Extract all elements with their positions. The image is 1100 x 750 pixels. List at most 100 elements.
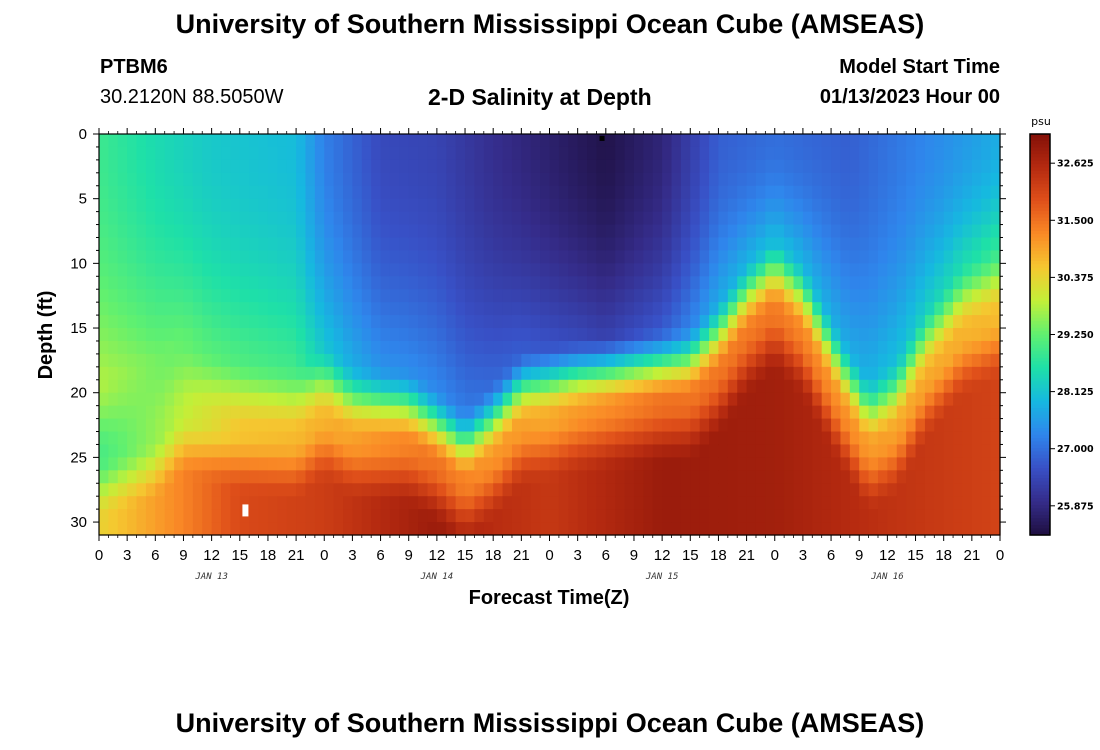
heatmap-cell xyxy=(399,159,410,174)
heatmap-cell xyxy=(709,211,720,226)
heatmap-cell xyxy=(737,431,748,446)
heatmap-cell xyxy=(202,302,213,316)
heatmap-cell xyxy=(577,185,588,200)
heatmap-cell xyxy=(840,276,851,290)
heatmap-cell xyxy=(793,470,804,484)
heatmap-cell xyxy=(493,276,504,290)
heatmap-cell xyxy=(971,146,982,161)
heatmap-cell xyxy=(746,263,757,277)
heatmap-cell xyxy=(915,250,926,264)
heatmap-cell xyxy=(239,276,250,290)
heatmap-cell xyxy=(155,250,166,264)
heatmap-cell xyxy=(643,392,654,407)
heatmap-cell xyxy=(136,302,147,316)
heatmap-cell xyxy=(540,328,551,342)
heatmap-cell xyxy=(211,185,222,200)
heatmap-cell xyxy=(859,250,870,264)
heatmap-cell xyxy=(296,366,307,381)
heatmap-cell xyxy=(755,483,766,497)
heatmap-cell xyxy=(267,172,278,187)
heatmap-cell xyxy=(680,263,691,277)
heatmap-cell xyxy=(859,418,870,433)
heatmap-cell xyxy=(990,379,1001,394)
heatmap-cell xyxy=(849,457,860,471)
heatmap-cell xyxy=(324,418,335,433)
heatmap-cell xyxy=(136,509,147,523)
heatmap-cell xyxy=(455,522,466,536)
heatmap-cell xyxy=(474,379,485,394)
heatmap-cell xyxy=(436,509,447,523)
heatmap-cell xyxy=(99,289,109,303)
heatmap-cell xyxy=(727,328,738,342)
heatmap-cell xyxy=(774,379,785,394)
heatmap-cell xyxy=(971,353,982,368)
heatmap-cell xyxy=(737,444,748,458)
heatmap-cell xyxy=(587,392,598,407)
heatmap-cell xyxy=(221,496,231,510)
heatmap-cell xyxy=(530,289,541,303)
heatmap-cell xyxy=(680,237,691,252)
heatmap-cell xyxy=(221,276,231,290)
heatmap-cell xyxy=(784,185,795,200)
heatmap-cell xyxy=(680,470,691,484)
heatmap-cell xyxy=(971,172,982,187)
heatmap-cell xyxy=(465,237,476,252)
heatmap-cell xyxy=(202,431,213,446)
heatmap-cell xyxy=(774,198,785,213)
heatmap-cell xyxy=(840,509,851,523)
heatmap-cell xyxy=(690,224,701,239)
heatmap-cell xyxy=(117,522,128,536)
heatmap-cell xyxy=(699,276,710,290)
heatmap-cell xyxy=(465,328,476,342)
heatmap-cell xyxy=(624,392,635,407)
heatmap-cell xyxy=(258,340,269,355)
heatmap-cell xyxy=(596,340,607,355)
heatmap-cell xyxy=(408,134,419,148)
heatmap-cell xyxy=(465,315,476,329)
heatmap-cell xyxy=(887,276,898,290)
heatmap-cell xyxy=(652,328,663,342)
colorbar-segment xyxy=(1030,334,1050,339)
heatmap-cell xyxy=(465,418,476,433)
colorbar-segment xyxy=(1030,381,1050,386)
heatmap-cell xyxy=(924,263,935,277)
heatmap-cell xyxy=(568,237,579,252)
heatmap-cell xyxy=(211,457,222,471)
heatmap-cell xyxy=(802,134,813,148)
heatmap-cell xyxy=(183,159,194,174)
heatmap-cell xyxy=(483,392,494,407)
heatmap-cell xyxy=(399,211,410,226)
heatmap-cell xyxy=(652,211,663,226)
heatmap-cell xyxy=(361,496,372,510)
heatmap-cell xyxy=(662,340,673,355)
heatmap-cell xyxy=(183,315,194,329)
heatmap-cell xyxy=(981,340,992,355)
heatmap-cell xyxy=(474,134,485,148)
heatmap-cell xyxy=(380,340,391,355)
heatmap-cell xyxy=(446,211,457,226)
heatmap-cell xyxy=(408,315,419,329)
heatmap-cell xyxy=(258,172,269,187)
heatmap-cell xyxy=(680,185,691,200)
heatmap-cell xyxy=(286,405,297,420)
heatmap-cell xyxy=(859,302,870,316)
heatmap-cell xyxy=(192,211,203,226)
heatmap-cell xyxy=(343,263,354,277)
heatmap-cell xyxy=(371,172,382,187)
heatmap-cell xyxy=(521,353,532,368)
heatmap-cell xyxy=(633,211,644,226)
heatmap-cell xyxy=(718,405,729,420)
heatmap-cell xyxy=(427,276,438,290)
heatmap-cell xyxy=(446,198,457,213)
heatmap-cell xyxy=(633,224,644,239)
heatmap-cell xyxy=(934,276,945,290)
heatmap-cell xyxy=(305,496,316,510)
heatmap-cell xyxy=(774,392,785,407)
heatmap-cell xyxy=(615,289,626,303)
heatmap-cell xyxy=(662,172,673,187)
heatmap-cell xyxy=(249,263,260,277)
heatmap-cell xyxy=(633,237,644,252)
heatmap-cell xyxy=(690,340,701,355)
heatmap-cell xyxy=(953,366,964,381)
heatmap-cell xyxy=(868,263,879,277)
